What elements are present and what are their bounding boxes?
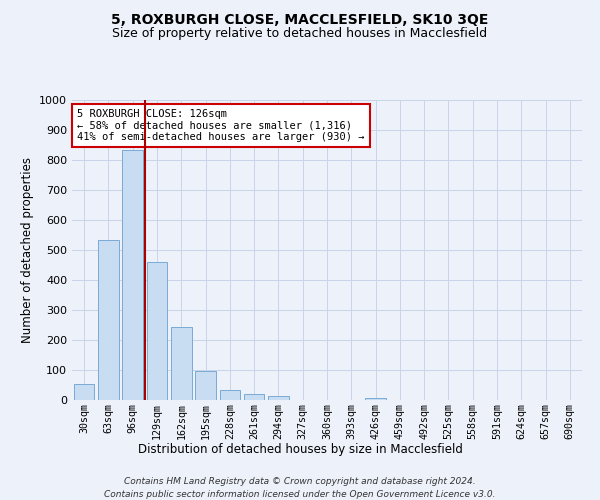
Bar	[195, 371, 216, 400]
Bar	[98, 240, 119, 400]
Bar	[146, 262, 167, 400]
Bar	[74, 384, 94, 400]
Bar	[244, 394, 265, 400]
Text: 5, ROXBURGH CLOSE, MACCLESFIELD, SK10 3QE: 5, ROXBURGH CLOSE, MACCLESFIELD, SK10 3Q…	[112, 12, 488, 26]
Bar	[171, 327, 191, 400]
Text: Contains public sector information licensed under the Open Government Licence v3: Contains public sector information licen…	[104, 490, 496, 499]
Bar	[365, 398, 386, 400]
Text: Contains HM Land Registry data © Crown copyright and database right 2024.: Contains HM Land Registry data © Crown c…	[124, 478, 476, 486]
Bar	[220, 390, 240, 400]
Y-axis label: Number of detached properties: Number of detached properties	[20, 157, 34, 343]
Bar	[268, 396, 289, 400]
Bar	[122, 150, 143, 400]
Text: Size of property relative to detached houses in Macclesfield: Size of property relative to detached ho…	[112, 28, 488, 40]
Text: Distribution of detached houses by size in Macclesfield: Distribution of detached houses by size …	[137, 442, 463, 456]
Text: 5 ROXBURGH CLOSE: 126sqm
← 58% of detached houses are smaller (1,316)
41% of sem: 5 ROXBURGH CLOSE: 126sqm ← 58% of detach…	[77, 109, 365, 142]
